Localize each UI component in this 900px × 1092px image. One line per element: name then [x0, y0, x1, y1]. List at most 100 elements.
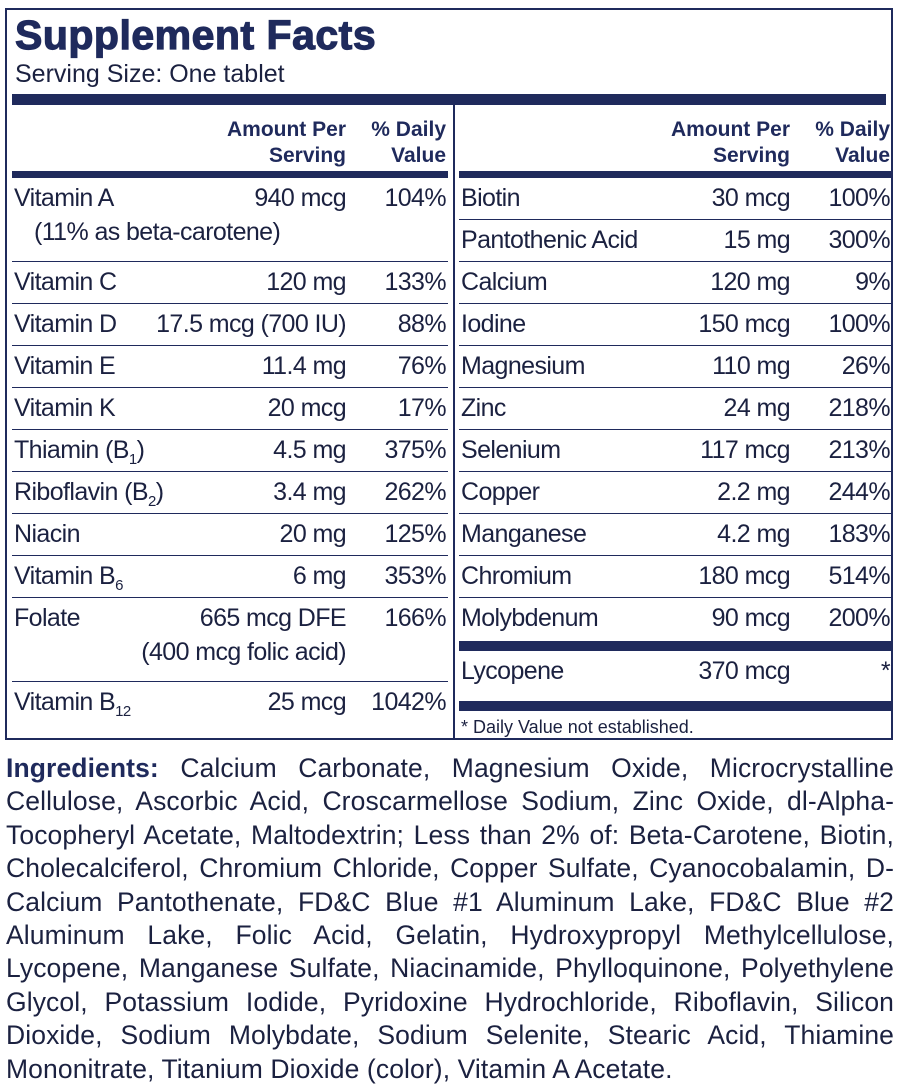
nutrient-name: Manganese — [461, 520, 587, 548]
nutrient-row: Niacin 20 mg 125% — [12, 514, 448, 556]
nutrient-dv: 1042% — [371, 688, 446, 716]
nutrient-dv: 200% — [828, 604, 890, 632]
nutrient-amount: 15 mg — [723, 226, 791, 254]
right-column: Amount Per Serving % Daily Value Biotin 30 … — [453, 105, 892, 738]
nutrient-row: Riboflavin (B2) 3.4 mg 262% — [12, 472, 448, 514]
nutrient-dv: 17% — [397, 394, 447, 422]
nutrient-dv: 100% — [828, 310, 890, 338]
amount-header-line1: Amount Per — [670, 118, 790, 141]
subscript: 6 — [115, 577, 123, 594]
nutrient-dv: 353% — [384, 562, 446, 590]
nutrient-row: Thiamin (B1) 4.5 mg 375% — [12, 430, 448, 472]
nutrient-dv: 76% — [397, 352, 447, 380]
left-rows: Vitamin A 940 mcg 104% (11% as beta-caroten… — [12, 178, 448, 723]
nutrient-amount: 120 mg — [710, 268, 790, 296]
nutrient-amount: 2.2 mg — [717, 478, 790, 506]
amount-header-line1: Amount Per — [226, 118, 346, 141]
nutrient-amount: 6 mg — [292, 562, 347, 590]
right-rows: Biotin 30 mcg 100% Pantothenic Acid 15 mg 300… — [459, 178, 892, 639]
panel-title: Supplement Facts — [14, 11, 377, 58]
nutrient-dv: 104% — [384, 184, 446, 212]
nutrient-amount: 90 mcg — [711, 604, 791, 632]
nutrient-name: Vitamin B12 — [14, 688, 131, 720]
nutrient-name: Selenium — [461, 436, 561, 464]
nutrient-dv: 300% — [828, 226, 890, 254]
subscript: 2 — [147, 493, 156, 510]
nutrient-note: (11% as beta-carotene) — [34, 218, 281, 246]
nutrient-dv: 125% — [384, 520, 446, 548]
nutrient-amount: 150 mcg — [698, 310, 790, 338]
nutrient-dv: 133% — [384, 268, 446, 296]
nutrient-amount: 940 mcg — [254, 184, 346, 212]
nutrient-dv: 183% — [828, 520, 890, 548]
nutrient-dv: 218% — [828, 394, 890, 422]
amount-header-line2: Serving — [268, 144, 346, 167]
nutrient-name: Vitamin B6 — [14, 562, 123, 594]
nutrient-dv: 213% — [828, 436, 890, 464]
nutrient-dv: 244% — [828, 478, 890, 506]
nutrient-dv: 166% — [384, 604, 446, 632]
footnote: * Daily Value not established. — [461, 717, 694, 737]
nutrient-amount: 17.5 mcg (700 IU) — [156, 310, 346, 338]
nutrient-dv: 262% — [384, 478, 446, 506]
nutrient-row: Selenium 117 mcg 213% — [459, 430, 892, 472]
nutrient-amount: 4.2 mg — [717, 520, 790, 548]
nutrient-dv: 9% — [855, 268, 891, 296]
nutrient-name: Lycopene — [461, 657, 564, 685]
subscript: 12 — [115, 703, 131, 720]
nutrient-amount: 4.5 mg — [273, 436, 346, 464]
supplement-facts-panel: Supplement Facts Serving Size: One table… — [5, 8, 893, 740]
nutrient-row: Molybdenum 90 mcg 200% — [459, 598, 892, 639]
nutrient-row: Vitamin B6 6 mg 353% — [12, 556, 448, 598]
nutrient-amount: 180 mcg — [698, 562, 790, 590]
nutrient-amount: 25 mcg — [267, 688, 347, 716]
nutrient-row: Vitamin B12 25 mcg 1042% — [12, 682, 448, 723]
nutrient-row: Zinc 24 mg 218% — [459, 388, 892, 430]
column-header: Amount Per Serving % Daily Value — [459, 105, 892, 178]
left-column: Amount Per Serving % Daily Value Vitamin A… — [12, 105, 448, 723]
nutrient-row: Pantothenic Acid 15 mg 300% — [459, 220, 892, 262]
nutrient-amount: 110 mg — [712, 352, 791, 380]
nutrient-name: Chromium — [461, 562, 572, 590]
nutrient-name: Niacin — [14, 520, 80, 548]
nutrient-dv: 375% — [384, 436, 446, 464]
nutrient-name: Vitamin K — [14, 394, 116, 422]
nutrient-dv: * — [880, 657, 891, 685]
nutrient-row: Vitamin E 11.4 mg 76% — [12, 346, 448, 388]
dv-header: % Daily Value — [815, 117, 890, 169]
nutrient-dv: 88% — [397, 310, 447, 338]
nutrient-note: (400 mcg folic acid) — [141, 638, 346, 666]
nutrient-amount: 20 mcg — [267, 394, 347, 422]
dv-header-line1: % Daily — [371, 118, 446, 141]
subscript: 1 — [128, 451, 137, 468]
nutrient-amount: 20 mg — [279, 520, 347, 548]
nutrient-dv: 514% — [828, 562, 890, 590]
nutrient-name: Molybdenum — [461, 604, 599, 632]
nutrient-row: Manganese 4.2 mg 183% — [459, 514, 892, 556]
amount-header: Amount Per Serving — [671, 117, 790, 169]
amount-header-line2: Serving — [712, 144, 790, 167]
dv-header-line2: Value — [391, 144, 446, 167]
amount-header: Amount Per Serving — [227, 117, 346, 169]
nutrient-name: Vitamin D — [14, 310, 117, 338]
nutrient-row: Folate 665 mcg DFE 166% (400 mcg folic acid… — [12, 598, 448, 682]
nutrient-name: Folate — [14, 604, 80, 632]
ingredients-label: Ingredients: — [6, 753, 159, 783]
nutrient-row: Copper 2.2 mg 244% — [459, 472, 892, 514]
nutrient-row-lycopene: Lycopene 370 mcg * — [459, 651, 892, 699]
nutrient-name: Vitamin E — [14, 352, 116, 380]
nutrient-name: Copper — [461, 478, 540, 506]
nutrient-amount: 24 mg — [723, 394, 791, 422]
nutrient-dv: 100% — [828, 184, 890, 212]
nutrient-name: Vitamin C — [14, 268, 117, 296]
nutrient-row: Vitamin A 940 mcg 104% (11% as beta-caroten… — [12, 178, 448, 262]
nutrient-name: Biotin — [461, 184, 521, 212]
nutrient-amount: 120 mg — [266, 268, 346, 296]
nutrient-dv: 26% — [841, 352, 891, 380]
nutrient-amount: 117 mcg — [700, 436, 790, 464]
nutrient-name: Calcium — [461, 268, 548, 296]
serving-size: Serving Size: One tablet — [15, 60, 285, 88]
nutrient-amount: 3.4 mg — [273, 478, 346, 506]
divider-bar — [459, 701, 892, 711]
ingredients: Ingredients: Calcium Carbonate, Magnesiu… — [6, 752, 894, 1086]
